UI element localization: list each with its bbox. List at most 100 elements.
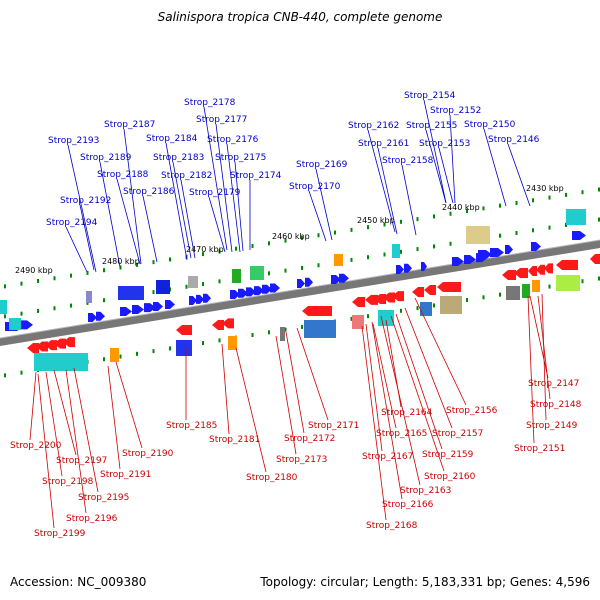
- forward-gene-arrow: [331, 275, 341, 284]
- forward-gene-arrow: [132, 305, 144, 315]
- reverse-gene-arrow: [514, 268, 528, 279]
- reverse-leader-line: [404, 307, 453, 429]
- forward-tick: [169, 257, 171, 262]
- forward-leader-line: [123, 128, 142, 265]
- forward-tick: [548, 225, 551, 230]
- forward-leader-line: [449, 114, 456, 204]
- forward-tick: [449, 241, 452, 246]
- reverse-leader-line: [390, 315, 445, 472]
- scale-label: 2440 kbp: [442, 203, 480, 212]
- reverse-leader-line: [371, 321, 403, 500]
- forward-gene-label: Strop_2194: [46, 218, 98, 228]
- reverse-gene-arrow: [424, 285, 436, 296]
- reverse-leader-line: [372, 323, 397, 429]
- forward-gene-arrow: [478, 250, 492, 259]
- reverse-gene-arrow: [374, 294, 386, 304]
- reverse-gene-arrow: [502, 270, 516, 280]
- forward-tick: [53, 276, 56, 281]
- reverse-gene-label: Strop_2181: [209, 435, 260, 445]
- forward-tick: [400, 219, 402, 224]
- forward-feature-box: [566, 209, 586, 225]
- forward-tick: [581, 190, 584, 195]
- forward-gene-label: Strop_2155: [406, 121, 457, 131]
- forward-tick: [598, 217, 600, 222]
- forward-leader-line: [438, 147, 454, 204]
- forward-tick: [317, 233, 320, 238]
- reverse-leader-line: [541, 293, 547, 421]
- reverse-gene-arrow: [590, 254, 600, 264]
- forward-tick: [37, 278, 39, 283]
- forward-gene-arrow: [165, 300, 175, 310]
- forward-leader-line: [99, 161, 121, 268]
- accession-label: Accession: NC_009380: [10, 575, 147, 589]
- forward-tick: [37, 308, 39, 313]
- forward-gene-label: Strop_2188: [97, 170, 149, 180]
- scale-label: 2450 kbp: [357, 216, 395, 225]
- forward-tick: [185, 284, 188, 289]
- reverse-tick: [598, 276, 600, 281]
- forward-tick: [449, 211, 452, 216]
- forward-feature-box: [392, 244, 400, 258]
- reverse-leader-line: [275, 335, 297, 455]
- reverse-gene-label: Strop_2164: [381, 408, 433, 418]
- reverse-leader-line: [29, 371, 37, 441]
- reverse-gene-label: Strop_2171: [308, 421, 359, 431]
- reverse-gene-label: Strop_2173: [276, 455, 327, 465]
- forward-tick: [482, 206, 485, 211]
- reverse-gene-label: Strop_2167: [362, 452, 413, 462]
- reverse-leader-line: [527, 295, 535, 444]
- reverse-feature-box: [532, 280, 540, 292]
- forward-leader-line: [142, 195, 158, 263]
- forward-gene-label: Strop_2161: [358, 139, 409, 149]
- reverse-leader-line: [365, 323, 383, 452]
- forward-gene-label: Strop_2170: [289, 182, 341, 192]
- forward-gene-arrow: [120, 307, 132, 316]
- reverse-leader-line: [221, 343, 230, 435]
- forward-gene-arrow: [339, 273, 349, 283]
- reverse-leader-line: [65, 369, 87, 514]
- reverse-leader-line: [235, 347, 267, 473]
- forward-gene-arrow: [297, 279, 305, 288]
- reverse-gene-arrow: [392, 291, 404, 302]
- forward-tick: [301, 235, 303, 240]
- forward-feature-box: [334, 254, 343, 266]
- forward-leader-line: [67, 144, 97, 273]
- reverse-gene-label: Strop_2163: [400, 486, 451, 496]
- reverse-leader-line: [296, 327, 329, 421]
- forward-tick: [598, 187, 600, 192]
- reverse-gene-arrow: [176, 325, 192, 335]
- reverse-gene-label: Strop_2159: [422, 450, 474, 460]
- forward-tick: [532, 228, 534, 233]
- forward-gene-arrow: [531, 242, 541, 251]
- reverse-leader-line: [45, 371, 63, 477]
- reverse-feature-box: [420, 302, 432, 316]
- forward-gene-arrow: [254, 286, 264, 296]
- genome-backbone: [0, 240, 600, 346]
- forward-gene-label: Strop_2158: [382, 156, 434, 166]
- forward-gene-arrow: [452, 257, 464, 266]
- forward-leader-line: [180, 179, 196, 259]
- forward-leader-line: [507, 143, 531, 207]
- reverse-gene-arrow: [36, 341, 48, 352]
- reverse-gene-arrow: [352, 297, 365, 307]
- forward-gene-arrow: [230, 290, 240, 299]
- forward-tick: [416, 217, 419, 222]
- forward-tick: [367, 225, 369, 230]
- forward-tick: [4, 314, 6, 319]
- reverse-tick: [136, 351, 138, 356]
- forward-tick: [383, 252, 386, 257]
- forward-tick: [86, 270, 89, 275]
- forward-gene-arrow: [421, 262, 427, 271]
- forward-gene-label: Strop_2153: [419, 139, 470, 149]
- forward-tick: [301, 265, 303, 270]
- forward-gene-arrow: [464, 255, 476, 265]
- reverse-tick: [268, 330, 270, 335]
- forward-tick: [433, 214, 435, 219]
- forward-feature-box: [118, 286, 144, 300]
- reverse-gene-label: Strop_2165: [376, 429, 427, 439]
- forward-tick: [218, 249, 221, 254]
- forward-leader-line: [172, 161, 192, 259]
- forward-tick: [532, 198, 534, 203]
- reverse-gene-arrow: [365, 294, 378, 305]
- reverse-tick: [301, 324, 303, 329]
